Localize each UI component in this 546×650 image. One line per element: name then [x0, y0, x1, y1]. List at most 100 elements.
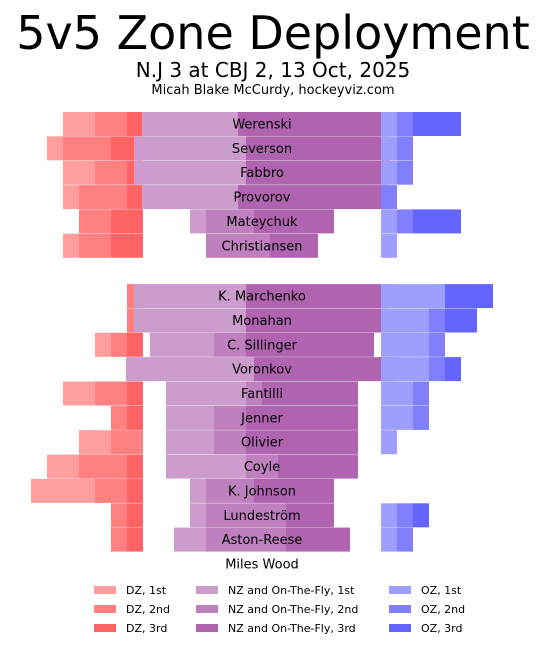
oz-bar-segment [397, 112, 413, 136]
nz-bar-segment [246, 284, 390, 309]
legend-swatch-nz-3rd [196, 624, 218, 632]
nz-bar-segment [134, 284, 246, 309]
dz-bar-segment [127, 527, 143, 552]
player-label: K. Marchenko [218, 290, 306, 305]
oz-bar-segment [381, 405, 413, 430]
dz-bar-segment [127, 185, 143, 210]
nz-bar-segment [246, 136, 390, 161]
oz-bar-segment [381, 136, 397, 161]
dz-bar-segment [111, 233, 143, 258]
oz-bar-segment [445, 308, 477, 333]
dz-bar-segment [111, 503, 127, 528]
dz-bar-segment [111, 527, 127, 552]
nz-bar-segment [270, 233, 318, 258]
oz-bar-segment [381, 527, 397, 552]
legend-swatch-dz-2nd [94, 605, 116, 613]
dz-bar-segment [127, 112, 143, 136]
nz-bar-segment [254, 209, 334, 234]
nz-bar-segment [190, 209, 206, 234]
oz-bar-segment [397, 209, 413, 234]
nz-bar-segment [278, 454, 358, 479]
oz-bar-segment [397, 503, 413, 528]
chart-title: 5v5 Zone Deployment [16, 6, 530, 60]
legend-swatch-oz-1st [389, 586, 411, 594]
nz-bar-segment [286, 503, 334, 528]
nz-bar-segment [206, 209, 254, 234]
legend-label: DZ, 1st [126, 584, 167, 597]
nz-bar-segment [246, 308, 390, 333]
dz-bar-segment [79, 233, 111, 258]
dz-bar-segment [63, 233, 79, 258]
nz-bar-segment [262, 381, 358, 406]
nz-bar-segment [190, 478, 206, 503]
oz-bar-segment [413, 112, 461, 136]
player-label: C. Sillinger [227, 338, 298, 353]
legend-label: NZ and On-The-Fly, 3rd [228, 622, 356, 635]
nz-bar-segment [206, 527, 286, 552]
nz-bar-segment [254, 357, 398, 382]
oz-bar-segment [445, 357, 461, 382]
player-label: Lundeström [223, 509, 300, 524]
nz-bar-segment [150, 332, 214, 357]
player-label: Fantilli [241, 387, 283, 402]
dz-bar-segment [47, 454, 79, 479]
oz-bar-segment [445, 284, 493, 309]
oz-bar-segment [381, 332, 429, 357]
dz-bar-segment [127, 381, 143, 406]
nz-bar-segment [238, 185, 382, 210]
dz-bar-segment [127, 405, 143, 430]
player-label: Olivier [241, 436, 284, 451]
player-label: Severson [232, 142, 292, 157]
nz-bar-segment [190, 503, 206, 528]
dz-bar-segment [79, 185, 127, 210]
nz-bar-segment [134, 136, 246, 161]
player-label: Aston-Reese [222, 533, 303, 548]
oz-bar-segment [381, 160, 397, 185]
oz-bar-segment [381, 209, 397, 234]
legend-label: DZ, 2nd [126, 603, 170, 616]
dz-bar-segment [63, 112, 95, 136]
oz-bar-segment [381, 357, 429, 382]
legend-swatch-oz-2nd [389, 605, 411, 613]
nz-bar-segment [126, 357, 254, 382]
oz-bar-segment [413, 503, 429, 528]
oz-bar-segment [429, 357, 445, 382]
dz-bar-segment [95, 112, 127, 136]
dz-bar-segment [95, 160, 127, 185]
nz-bar-segment [142, 112, 238, 136]
oz-bar-segment [429, 308, 445, 333]
dz-bar-segment [79, 209, 111, 234]
nz-bar-segment [214, 405, 246, 430]
legend-label: OZ, 3rd [421, 622, 463, 635]
dz-bar-segment [79, 430, 111, 455]
oz-bar-segment [413, 381, 429, 406]
dz-bar-segment [111, 209, 143, 234]
nz-bar-segment [166, 454, 246, 479]
dz-bar-segment [79, 454, 127, 479]
dz-bar-segment [63, 160, 95, 185]
legend-swatch-nz-2nd [196, 605, 218, 613]
nz-bar-segment [246, 160, 390, 185]
dz-bar-segment [95, 478, 127, 503]
player-label: Miles Wood [225, 558, 299, 573]
player-label: Christiansen [222, 239, 303, 254]
oz-bar-segment [381, 112, 397, 136]
nz-bar-segment [246, 332, 374, 357]
oz-bar-segment [413, 405, 429, 430]
nz-bar-segment [166, 430, 214, 455]
player-label: Fabbro [240, 166, 284, 181]
legend-swatch-nz-1st [196, 586, 218, 594]
dz-bar-segment [127, 503, 143, 528]
nz-bar-segment [206, 503, 286, 528]
legend-label: NZ and On-The-Fly, 1st [228, 584, 355, 597]
nz-bar-segment [134, 308, 246, 333]
dz-bar-segment [111, 332, 127, 357]
oz-bar-segment [397, 136, 413, 161]
player-label: K. Johnson [228, 484, 296, 499]
nz-bar-segment [286, 527, 350, 552]
oz-bar-segment [381, 503, 397, 528]
dz-bar-segment [127, 454, 143, 479]
chart-subtitle: N.J 3 at CBJ 2, 13 Oct, 2025 [135, 58, 411, 82]
nz-bar-segment [214, 430, 246, 455]
oz-bar-segment [397, 160, 413, 185]
